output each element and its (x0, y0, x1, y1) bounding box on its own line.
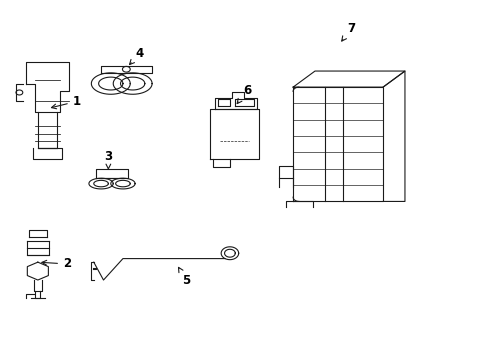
Text: 7: 7 (341, 22, 355, 41)
Text: 4: 4 (129, 47, 144, 64)
Text: 1: 1 (51, 95, 81, 109)
Text: 5: 5 (178, 267, 190, 287)
Text: 3: 3 (104, 150, 112, 169)
Text: 2: 2 (42, 257, 71, 270)
Text: 6: 6 (237, 84, 250, 104)
